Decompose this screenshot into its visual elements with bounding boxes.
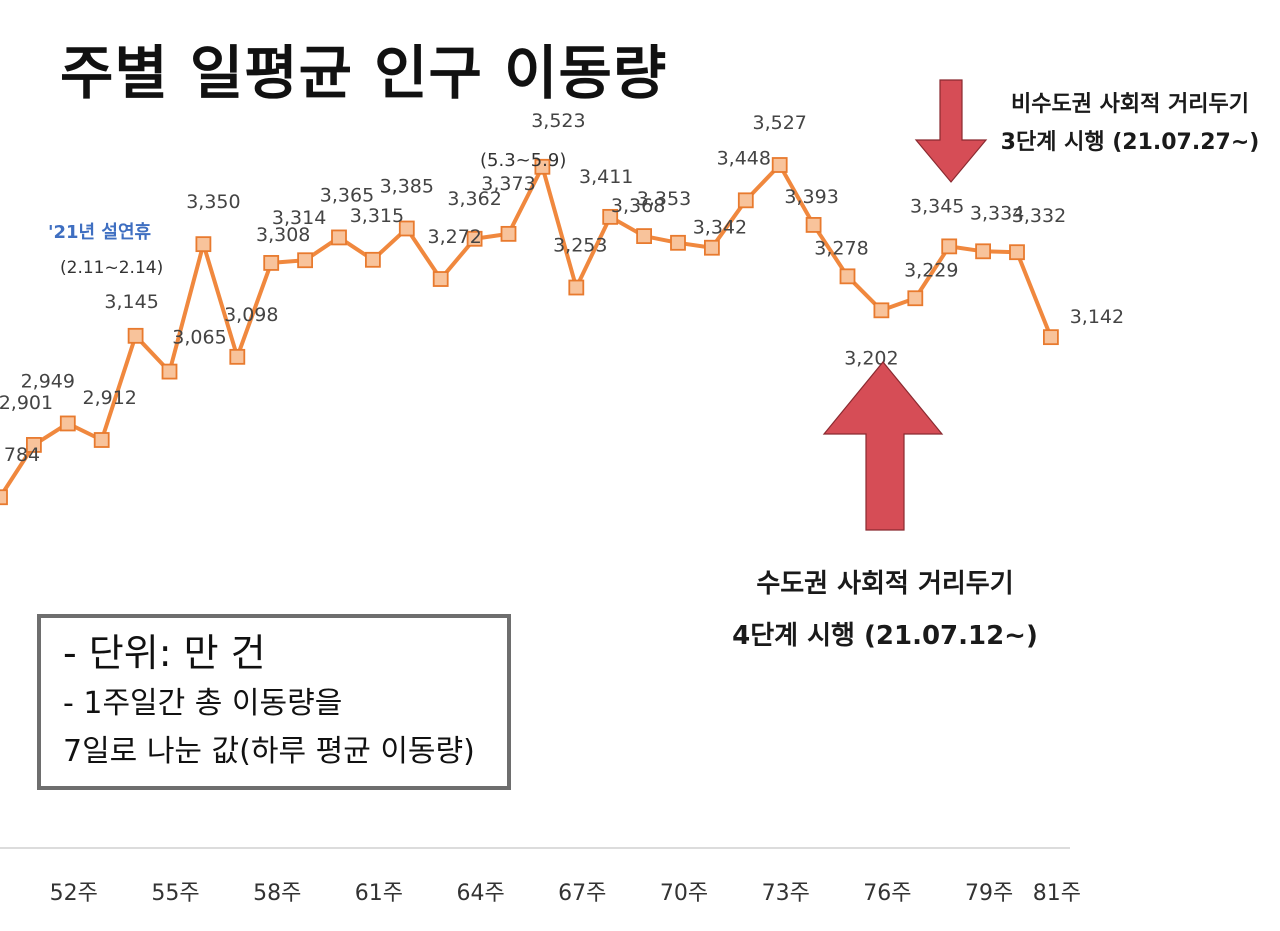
data-point-marker	[873, 302, 890, 319]
x-tick-label: 73주	[762, 881, 810, 906]
data-point-marker	[670, 234, 686, 251]
data-point-marker	[636, 228, 652, 244]
data-point-marker	[534, 158, 551, 175]
data-point-marker	[941, 238, 958, 255]
data-label: 3,334	[970, 202, 1024, 224]
unit-note-line3: 7일로 나눈 값(하루 평균 이동량)	[63, 734, 475, 769]
data-point-marker	[737, 192, 754, 209]
data-point-marker	[0, 489, 8, 506]
data-point-marker	[127, 327, 144, 344]
data-point-marker	[195, 236, 212, 253]
holiday-range-label: (2.11~2.14)	[60, 258, 164, 278]
non-capital-line2: 3단계 시행 (21.07.27~)	[1000, 130, 1260, 155]
data-label: 3,350	[186, 191, 240, 213]
data-point-marker	[1009, 244, 1025, 261]
data-label: 3,065	[172, 327, 226, 349]
data-point-marker	[466, 230, 483, 247]
x-tick-label: 67주	[558, 881, 606, 906]
data-label: 3,411	[579, 166, 633, 188]
data-point-marker	[229, 348, 246, 365]
data-point-marker	[975, 243, 991, 260]
data-point-marker	[704, 239, 720, 256]
data-label: 3,332	[1012, 205, 1066, 227]
data-point-marker	[161, 363, 178, 380]
x-tick-label: 76주	[863, 881, 911, 906]
unit-note-box: - 단위: 만 건 - 1주일간 총 이동량을 7일로 나눈 값(하루 평균 이…	[37, 614, 511, 790]
data-label: 3,229	[904, 259, 958, 281]
data-point-marker	[568, 279, 585, 296]
data-label: 3,527	[752, 112, 806, 134]
data-label: 3,368	[611, 195, 665, 217]
data-label: 3,098	[224, 304, 278, 326]
x-tick-layer: 52주 55주 58주 61주 64주 67주 70주 73주 76주 79주 81주	[50, 881, 1081, 906]
data-point-marker	[602, 208, 619, 225]
data-point-marker	[1043, 329, 1059, 346]
data-label: 3,393	[784, 186, 838, 208]
x-tick-label: 79주	[965, 881, 1013, 906]
data-label: 3,362	[447, 188, 501, 210]
x-tick-label: 52주	[50, 881, 98, 906]
peak-range-label: (5.3~5.9)	[480, 150, 567, 171]
x-tick-label: 81주	[1033, 881, 1081, 906]
data-point-marker	[839, 268, 856, 285]
unit-note-line2: - 1주일간 총 이동량을	[63, 686, 343, 721]
down-arrow-icon	[914, 79, 988, 183]
capital-line2: 4단계 시행 (21.07.12~)	[732, 621, 1038, 651]
x-tick-label: 70주	[660, 881, 708, 906]
x-tick-label: 58주	[253, 881, 301, 906]
data-label: 3,308	[256, 224, 310, 246]
capital-line1: 수도권 사회적 거리두기	[756, 569, 1014, 599]
data-point-marker	[907, 290, 924, 307]
data-label: 3,145	[104, 291, 158, 313]
series-layer	[0, 157, 1059, 506]
data-label: 3,523	[531, 110, 585, 132]
data-label: 3,253	[553, 235, 607, 257]
data-label: 2,901	[0, 392, 53, 414]
data-label: 3,272	[427, 226, 481, 248]
data-point-marker	[59, 415, 76, 432]
data-label: 2,949	[21, 370, 75, 392]
capital-annotation: 수도권 사회적 거리두기 4단계 시행 (21.07.12~)	[700, 558, 1070, 662]
up-arrow-icon	[822, 361, 944, 531]
data-label: 784	[4, 444, 40, 466]
non-capital-annotation: 비수도권 사회적 거리두기 3단계 시행 (21.07.27~)	[985, 86, 1275, 162]
data-point-marker	[263, 255, 280, 271]
data-point-marker	[432, 271, 449, 287]
data-point-marker	[500, 225, 517, 242]
x-tick-label: 64주	[456, 881, 504, 906]
data-label: 3,342	[693, 217, 747, 239]
data-point-marker	[805, 217, 822, 233]
data-point-marker	[771, 157, 788, 173]
x-tick-label: 61주	[355, 881, 403, 906]
data-point-marker	[398, 220, 415, 237]
data-point-marker	[297, 252, 314, 269]
data-point-marker	[25, 437, 42, 453]
data-label: 3,345	[910, 195, 964, 217]
data-label: 3,142	[1070, 306, 1124, 328]
data-label: 3,365	[320, 184, 374, 206]
data-label: 3,314	[272, 207, 326, 229]
unit-note-line1: - 단위: 만 건	[63, 631, 266, 675]
chart-title: 주별 일평균 인구 이동량	[60, 39, 668, 107]
data-label: 3,202	[844, 347, 898, 369]
data-point-marker	[93, 432, 110, 448]
data-label: 3,448	[717, 147, 771, 169]
data-point-marker	[331, 229, 347, 246]
x-tick-label: 55주	[151, 881, 199, 906]
data-point-marker	[364, 251, 381, 268]
data-label: 3,278	[814, 237, 868, 259]
data-label: 3,373	[481, 173, 535, 195]
data-label: 3,315	[350, 205, 404, 227]
non-capital-line1: 비수도권 사회적 거리두기	[1011, 92, 1249, 117]
data-label: 2,912	[82, 387, 136, 409]
data-label: 3,353	[637, 188, 691, 210]
data-label: 3,385	[380, 175, 434, 197]
holiday-label: '21년 설연휴	[48, 222, 152, 243]
